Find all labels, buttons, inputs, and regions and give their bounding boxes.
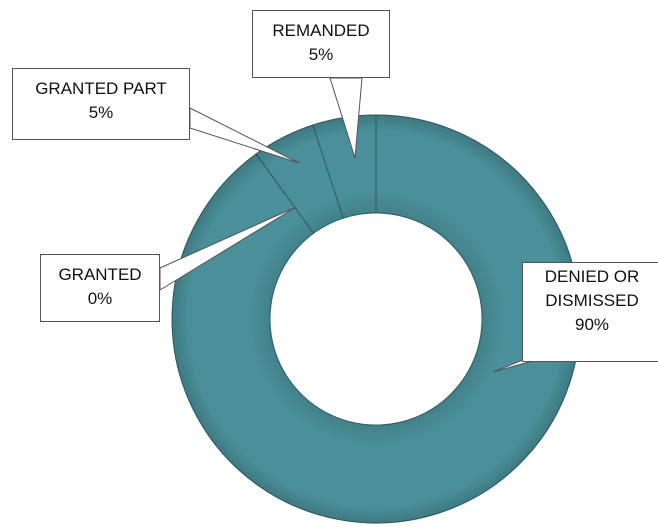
data-label: DENIED OR DISMISSED 90% xyxy=(522,262,658,362)
label-name: GRANTED PART xyxy=(35,79,167,98)
data-label: GRANTED 0% xyxy=(40,254,160,322)
hole xyxy=(269,212,483,426)
callout-pointer xyxy=(189,107,300,164)
label-value: 5% xyxy=(308,45,334,64)
label-value: 5% xyxy=(88,103,114,122)
data-label: REMANDED 5% xyxy=(252,10,390,78)
label-value: 90% xyxy=(574,315,610,334)
data-label: GRANTED PART 5% xyxy=(12,68,190,140)
callout-pointer xyxy=(329,77,363,159)
callout-pointer xyxy=(159,206,297,291)
label-value: 0% xyxy=(87,289,113,308)
label-name: GRANTED xyxy=(58,265,142,284)
label-name: DENIED OR DISMISSED xyxy=(544,267,640,310)
label-name: REMANDED xyxy=(272,21,370,40)
slices xyxy=(171,114,581,524)
